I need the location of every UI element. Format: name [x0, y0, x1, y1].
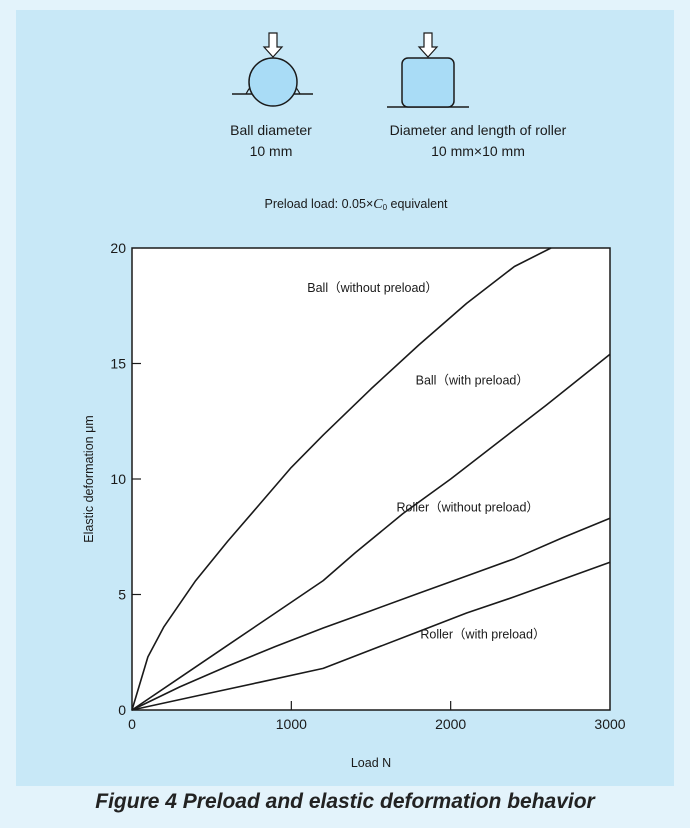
- preload-subscript: 0: [383, 203, 388, 212]
- figure-caption: Figure 4 Preload and elastic deformation…: [95, 790, 595, 813]
- y-axis-label: Elastic deformation μm: [82, 415, 96, 542]
- y-tick-label: 5: [118, 587, 126, 603]
- roller-schematic: [387, 32, 469, 108]
- plot-area: [131, 247, 611, 711]
- ball-shape: [248, 57, 298, 107]
- preload-note: Preload load: 0.05×C0 equivalent: [264, 197, 448, 212]
- preload-suffix: equivalent: [387, 197, 448, 211]
- curves: [131, 247, 611, 711]
- y-tick-label: 20: [110, 240, 126, 256]
- x-tick-label: 0: [128, 716, 136, 732]
- preload-symbol: C: [373, 197, 383, 212]
- roller-label-line2: 10 mm×10 mm: [431, 143, 525, 159]
- label-roller-with-preload: Roller（with preload）: [420, 627, 545, 641]
- x-tick-label: 1000: [276, 716, 307, 732]
- roller-label-line1: Diameter and length of roller: [390, 122, 567, 138]
- y-tick-label: 10: [110, 471, 126, 487]
- x-tick-label: 2000: [435, 716, 466, 732]
- roller-without-preload-curve: [131, 517, 611, 711]
- roller-load-arrow-icon: [417, 32, 439, 58]
- roller-shape: [401, 57, 455, 108]
- label-ball-without-preload: Ball（without preload）: [307, 281, 438, 295]
- ball-label-line2: 10 mm: [250, 143, 293, 159]
- label-ball-with-preload: Ball（with preload）: [416, 373, 529, 387]
- ball-with-preload-curve: [131, 353, 611, 711]
- x-axis-label: Load N: [351, 756, 391, 770]
- ball-load-arrow-icon: [262, 32, 284, 58]
- ball-label-line1: Ball diameter: [230, 122, 312, 138]
- axis-ticks: 0 1000 2000 3000 0 5 10 15 20: [110, 240, 625, 732]
- y-tick-label: 15: [110, 356, 126, 372]
- ball-schematic: [232, 32, 313, 107]
- x-tick-label: 3000: [594, 716, 625, 732]
- ball-without-preload-curve: [131, 247, 552, 711]
- label-roller-without-preload: Roller（without preload）: [396, 500, 538, 514]
- curve-labels: Ball（without preload） Ball（with preload） R…: [307, 281, 545, 642]
- roller-with-preload-curve: [131, 561, 611, 711]
- y-tick-label: 0: [118, 702, 126, 718]
- preload-prefix: Preload load: 0.05×: [264, 197, 373, 211]
